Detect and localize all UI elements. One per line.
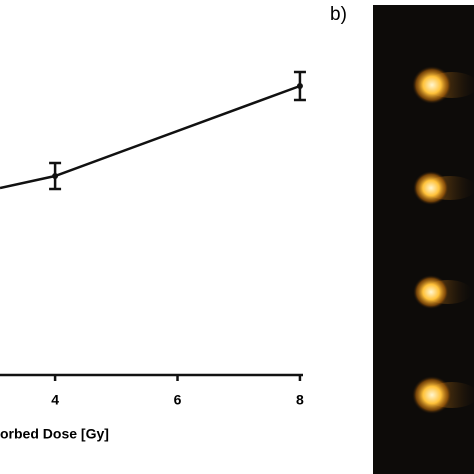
x-tick-label: 8: [296, 392, 304, 408]
comet-image: [373, 5, 474, 474]
x-tick-label: 6: [174, 392, 182, 408]
x-axis-label: orbed Dose [Gy]: [0, 426, 109, 442]
plot-area: 4 6 8 orbed Dose [Gy]: [0, 70, 306, 442]
panel-label: b): [330, 4, 347, 25]
x-tick-label: 4: [51, 392, 59, 408]
point: [296, 83, 303, 89]
point: [52, 173, 59, 179]
